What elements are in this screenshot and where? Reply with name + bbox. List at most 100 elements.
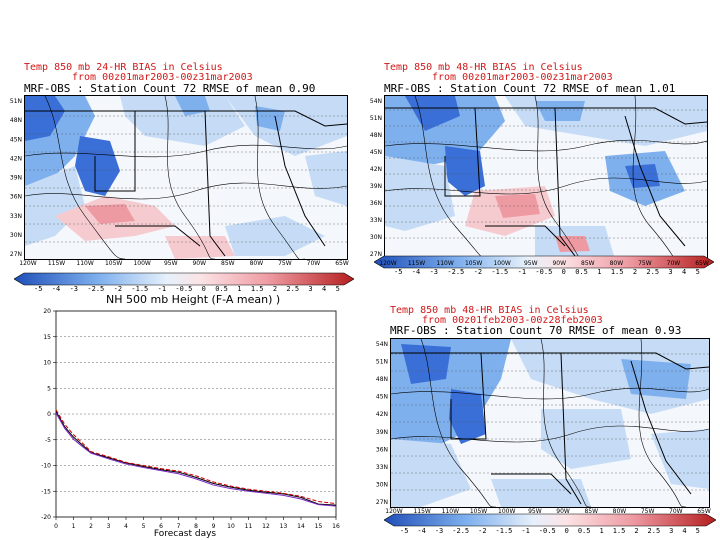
lon-label: 115W <box>413 508 430 515</box>
y-tick-label: -20 <box>41 514 51 521</box>
colorbar <box>384 513 716 527</box>
colorbar-label: -1.5 <box>131 285 149 293</box>
colorbar-label: -5 <box>34 285 43 293</box>
lon-label: 115W <box>48 260 65 267</box>
colorbar-label: 4 <box>322 285 327 293</box>
colorbar-label: 3 <box>669 527 674 535</box>
colorbar <box>14 272 354 286</box>
colorbar-label: -2.5 <box>447 268 465 276</box>
lon-label: 100W <box>133 260 150 267</box>
lat-label: 30N <box>370 234 382 241</box>
map-panel-top-right: Temp 850 mb 48-HR BIAS in Celsius from 0… <box>360 0 720 300</box>
colorbar-label: -0.5 <box>538 527 556 535</box>
lon-label: 65W <box>695 260 709 267</box>
map-panel-top-left: Temp 850 mb 24-HR BIAS in Celsius from 0… <box>0 0 360 300</box>
colorbar-label: -2 <box>473 268 483 276</box>
y-tick-label: 10 <box>43 360 51 367</box>
colorbar-label: 0 <box>561 268 566 276</box>
lon-label: 100W <box>493 260 510 267</box>
colorbar-label: -1.5 <box>491 268 509 276</box>
lon-label: 75W <box>641 508 655 515</box>
lon-label: 90W <box>192 260 206 267</box>
chart-grid <box>56 336 336 492</box>
chart-title-text: NH 500 mb Height (F-A mean) <box>106 293 273 306</box>
colorbar-label: 2.5 <box>286 285 300 293</box>
x-tick-label: 4 <box>124 523 128 530</box>
lon-label: 105W <box>465 260 482 267</box>
lon-label: 120W <box>19 260 36 267</box>
lat-label: 39N <box>370 183 382 190</box>
colorbar-label: 3 <box>308 285 313 293</box>
lon-label: 80W <box>613 508 627 515</box>
lon-label: 110W <box>442 508 459 515</box>
chart-title-suffix: ) <box>275 293 281 306</box>
colorbar-label: 1.5 <box>610 268 624 276</box>
x-axis-label: Forecast days <box>154 529 216 539</box>
colorbar-label: -4 <box>417 527 426 535</box>
bias-map <box>390 338 710 508</box>
lat-label: 42N <box>376 411 388 418</box>
lat-label: 42N <box>10 155 22 162</box>
series-line-red <box>55 409 337 505</box>
lon-label: 95W <box>528 508 542 515</box>
x-tick-label: 12 <box>262 523 270 530</box>
y-tick-label: -10 <box>41 463 51 470</box>
lon-label: 80W <box>610 260 624 267</box>
map-subtitle: MRF-OBS : Station Count 72 RMSE of mean … <box>384 82 676 95</box>
colorbar-label: -0.5 <box>535 268 553 276</box>
lon-label: 105W <box>105 260 122 267</box>
lon-label: 90W <box>552 260 566 267</box>
lat-label: 33N <box>370 217 382 224</box>
lon-label: 115W <box>408 260 425 267</box>
colorbar-label: 2 <box>632 268 638 276</box>
lat-label: 39N <box>10 175 22 182</box>
colorbar-label: -2 <box>478 527 487 535</box>
x-tick-label: 11 <box>245 523 253 530</box>
lat-label: 51N <box>376 359 388 366</box>
map-title-line2: from 00z01mar2003-00z31mar2003 <box>72 72 253 83</box>
lat-label: 48N <box>10 117 22 124</box>
lon-label: 120W <box>385 508 402 515</box>
bias-map-canvas <box>391 339 709 507</box>
y-tick-label: -15 <box>41 488 51 495</box>
colorbar-label: 1.5 <box>250 285 264 293</box>
colorbar-label: 1 <box>599 527 604 535</box>
lon-label: 120W <box>379 260 396 267</box>
colorbar-label: 1 <box>237 285 242 293</box>
y-tick-label: 20 <box>43 308 51 315</box>
x-tick-label: 7 <box>177 523 181 530</box>
lon-label: 65W <box>335 260 349 267</box>
colorbar-label: 3 <box>668 268 673 276</box>
lon-label: 90W <box>556 508 570 515</box>
lon-label: 100W <box>498 508 515 515</box>
lon-label: 85W <box>581 260 595 267</box>
lon-label: 95W <box>524 260 538 267</box>
x-tick-label: 8 <box>194 523 198 530</box>
lat-label: 54N <box>376 341 388 348</box>
lon-label: 110W <box>436 260 453 267</box>
lat-label: 45N <box>10 136 22 143</box>
colorbar-label: 0.5 <box>575 268 588 276</box>
y-tick-label: 5 <box>47 385 51 392</box>
colorbar-label: -1 <box>521 527 530 535</box>
lon-label: 75W <box>278 260 292 267</box>
chart-series <box>55 409 337 507</box>
map-title-line1: Temp 850 mb 48-HR BIAS in Celsius <box>384 62 583 73</box>
lat-label: 48N <box>376 376 388 383</box>
colorbar-label: -1 <box>517 268 527 276</box>
lat-label: 54N <box>370 98 382 105</box>
colorbar-label: -1.5 <box>495 527 513 535</box>
x-tick-label: 9 <box>212 523 216 530</box>
lat-label: 45N <box>376 394 388 401</box>
lat-label: 30N <box>376 481 388 488</box>
map-title-line2: from 00z01feb2003-00z28feb2003 <box>422 315 603 326</box>
colorbar-labels: -5 -4 -3 -2.5 -2 -1.5 -1 -0.5 0 0.5 1 1.… <box>34 285 340 293</box>
lon-label: 110W <box>76 260 93 267</box>
colorbar-label: 0 <box>201 285 206 293</box>
lat-label: 48N <box>370 132 382 139</box>
colorbar-label: 0 <box>564 527 569 535</box>
x-tick-label: 16 <box>332 523 340 530</box>
